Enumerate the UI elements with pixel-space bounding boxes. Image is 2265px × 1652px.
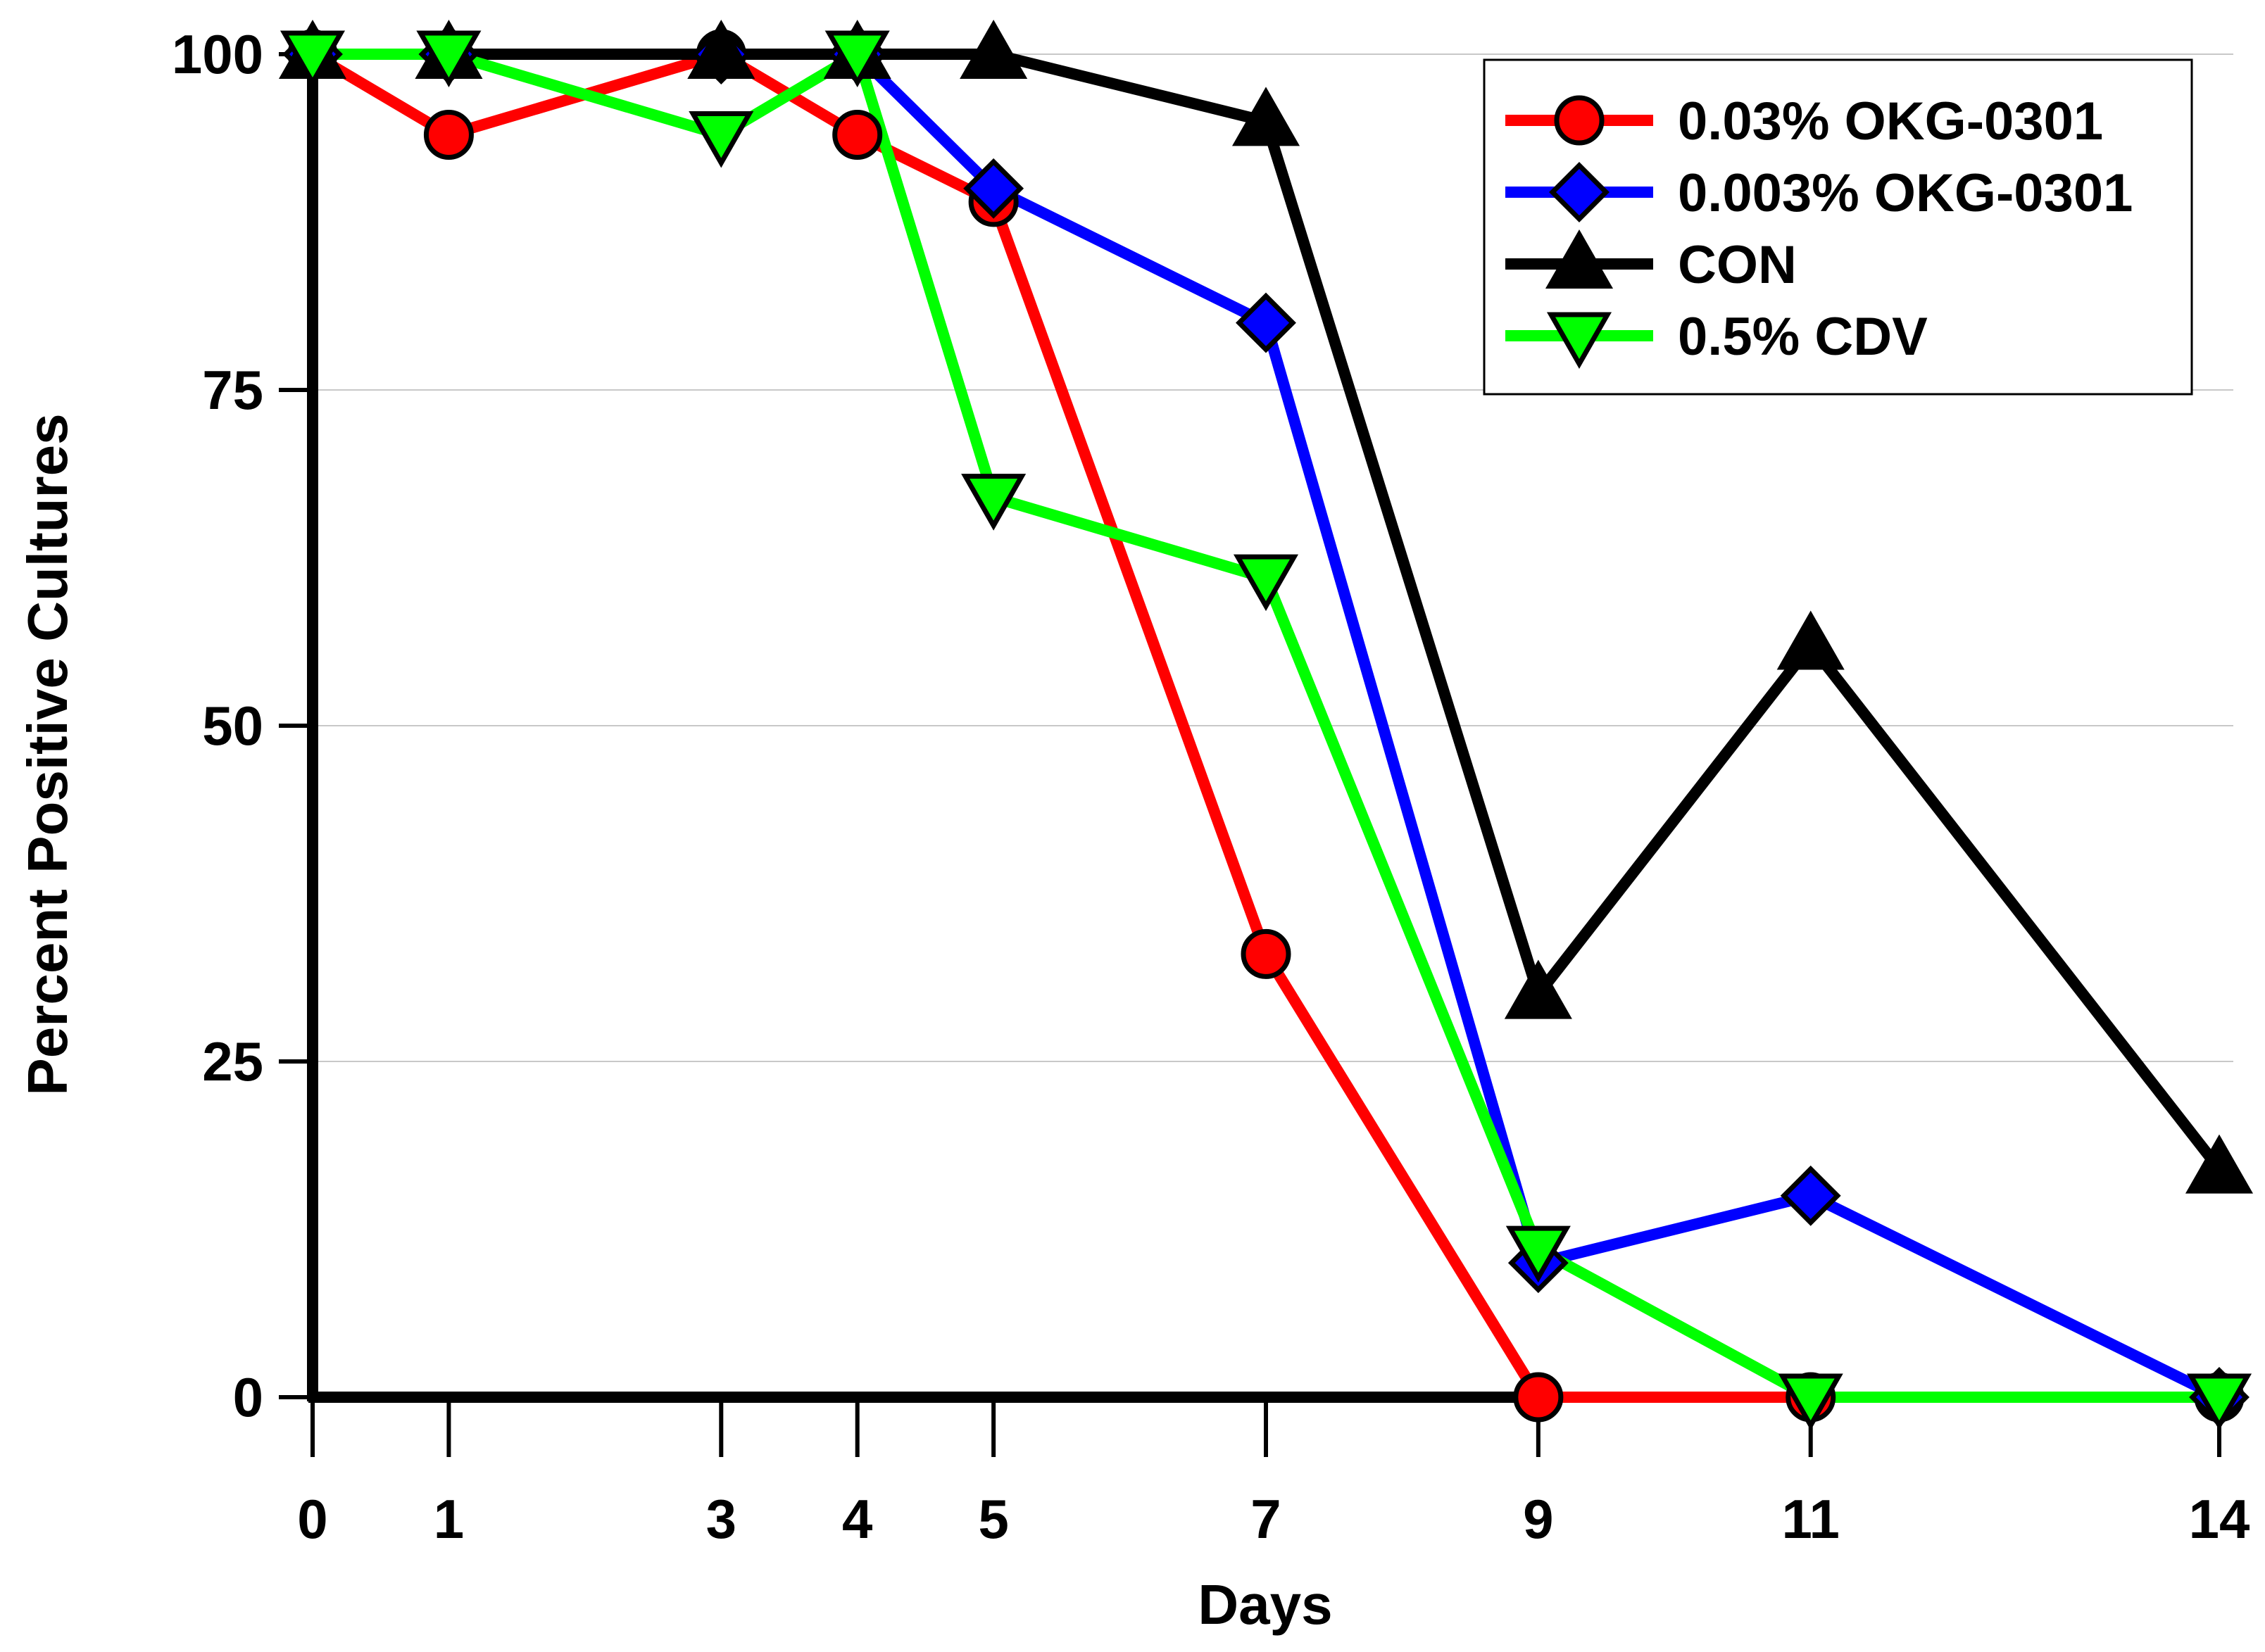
x-tick-label-11: 11 [1781, 1488, 1839, 1550]
series-markers [278, 19, 2254, 1431]
series-3-point-5 [1233, 554, 1299, 612]
x-axis-title: Days [1198, 1573, 1332, 1636]
series-2-point-7 [1776, 610, 1845, 670]
series-1-point-7 [1780, 1165, 1841, 1226]
x-tick-label-5: 5 [978, 1488, 1008, 1550]
y-tick-label-25: 25 [202, 1030, 263, 1092]
series-3-point-3 [824, 30, 890, 88]
series-0-point-6 [1513, 1372, 1564, 1423]
x-tick-label-0: 0 [297, 1488, 327, 1550]
series-3-point-2 [689, 111, 754, 168]
series-2-point-8 [2185, 1134, 2254, 1194]
x-tick-label-1: 1 [434, 1488, 464, 1550]
series-0-point-1 [423, 109, 474, 160]
legend-label-0: 0.03% OKG-0301 [1678, 92, 2103, 151]
legend-label-3: 0.5% CDV [1678, 307, 1928, 367]
legend-label-1: 0.003% OKG-0301 [1678, 163, 2133, 223]
series-1-point-5 [1236, 292, 1296, 353]
y-tick-label-75: 75 [202, 359, 263, 421]
series-3-point-7 [1778, 1373, 1843, 1431]
y-tick-label-50: 50 [202, 695, 263, 757]
series-2-point-4 [960, 19, 1028, 79]
series-3-point-1 [416, 30, 482, 88]
x-tick-label-9: 9 [1523, 1488, 1553, 1550]
legend-marker-1 [1549, 162, 1610, 222]
legend-label-2: CON [1678, 235, 1797, 295]
series-0-point-5 [1241, 928, 1291, 979]
series-3-point-4 [961, 474, 1027, 531]
x-tick-label-3: 3 [706, 1488, 736, 1550]
x-tick-label-7: 7 [1250, 1488, 1281, 1550]
y-tick-label-0: 0 [233, 1366, 263, 1428]
series-3-point-6 [1505, 1225, 1571, 1283]
legend: 0.03% OKG-0301 0.003% OKG-0301 CON 0.5% CDV [1483, 58, 2193, 396]
series-1-point-4 [963, 158, 1024, 219]
series-2-point-5 [1231, 87, 1300, 146]
legend-marker-2 [1545, 229, 1614, 289]
series-0-point-3 [832, 109, 883, 160]
legend-marker-3 [1546, 312, 1612, 370]
legend-marker-0 [1554, 95, 1605, 146]
series-2-point-2 [687, 19, 755, 79]
series-3-point-8 [2186, 1373, 2252, 1431]
series-3-point-0 [280, 30, 346, 88]
series-2-point-6 [1504, 959, 1572, 1019]
ticks: 0 25 50 75 100 0 1 3 4 5 7 9 11 14 [172, 23, 2250, 1550]
x-tick-label-14: 14 [2189, 1488, 2250, 1550]
y-axis-title: Percent Positive Cultures [16, 413, 79, 1095]
x-tick-label-4: 4 [842, 1488, 872, 1550]
y-tick-label-100: 100 [172, 23, 263, 85]
